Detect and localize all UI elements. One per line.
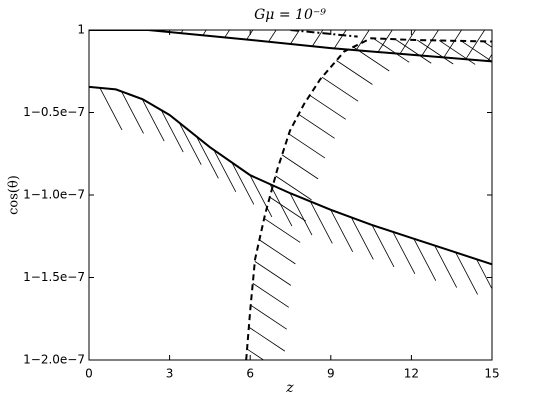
plot-frame: [88, 29, 493, 361]
hatch: [392, 231, 416, 275]
hatch: [259, 239, 296, 265]
hatch: [252, 282, 289, 308]
hatch: [160, 109, 184, 153]
hatch: [99, 87, 123, 131]
x-tick-label: 0: [85, 367, 93, 381]
hatch: [377, 30, 393, 53]
chart-title: Gμ = 10⁻⁹: [254, 7, 326, 23]
hatch: [268, 30, 277, 42]
hatch: [289, 192, 313, 236]
x-tick-label: 9: [327, 367, 335, 381]
hatching: [99, 30, 492, 360]
hatch: [371, 224, 395, 268]
hatch: [321, 76, 359, 102]
hatch: [482, 41, 492, 48]
hatch: [248, 326, 286, 352]
x-tick-label: 3: [166, 367, 174, 381]
hatch: [269, 183, 293, 227]
y-tick-label: 1: [77, 23, 85, 37]
hatch: [254, 261, 292, 286]
hatch: [275, 175, 312, 201]
line-series: [89, 30, 492, 63]
line-series: [245, 37, 492, 360]
hatch: [141, 98, 165, 142]
hatch: [158, 30, 161, 32]
hatch: [290, 30, 300, 45]
hatch: [196, 136, 219, 179]
hatch: [249, 174, 273, 218]
hatch: [180, 30, 184, 34]
hatch: [421, 30, 439, 56]
y-tick-label: 1−0.5e−7: [23, 105, 85, 119]
hatch: [121, 91, 144, 134]
y-axis-label: cos(θ): [7, 175, 22, 215]
y-tick-label: 1−2.0e−7: [23, 353, 85, 367]
x-tick-label: 15: [484, 367, 499, 381]
y-tick-label: 1−1.5e−7: [23, 270, 85, 284]
hatch: [213, 149, 237, 193]
hatch: [413, 238, 437, 281]
x-axis-label: z: [285, 380, 294, 396]
hatch: [231, 162, 255, 205]
hatch: [309, 201, 333, 244]
hatch: [288, 133, 326, 159]
hatch: [224, 30, 231, 38]
line-series: [290, 30, 358, 38]
hatch: [373, 38, 410, 63]
plot-lines: [89, 30, 492, 360]
hatch: [487, 53, 492, 62]
hatch: [455, 252, 478, 295]
hatch: [263, 218, 301, 243]
hatch: [309, 95, 346, 120]
hatch: [465, 30, 486, 60]
hatch: [434, 245, 458, 288]
hatch: [246, 348, 265, 360]
hatch: [350, 217, 374, 260]
hatch: [178, 122, 202, 165]
hatch: [336, 60, 373, 85]
hatch: [333, 30, 347, 49]
line-series: [89, 85, 492, 266]
hatch: [330, 209, 354, 252]
hatch: [298, 113, 335, 139]
x-tick-label: 12: [404, 367, 419, 381]
hatch: [355, 30, 370, 51]
hatch: [281, 154, 319, 180]
hatch: [416, 39, 454, 65]
x-tick-label: 6: [246, 367, 254, 381]
y-tick-label: 1−1.0e−7: [23, 188, 85, 202]
hatch: [476, 259, 492, 290]
hatch: [269, 196, 306, 222]
hatch: [250, 304, 287, 330]
hatch: [311, 30, 324, 47]
hatch: [394, 38, 432, 64]
hatch: [399, 30, 416, 55]
